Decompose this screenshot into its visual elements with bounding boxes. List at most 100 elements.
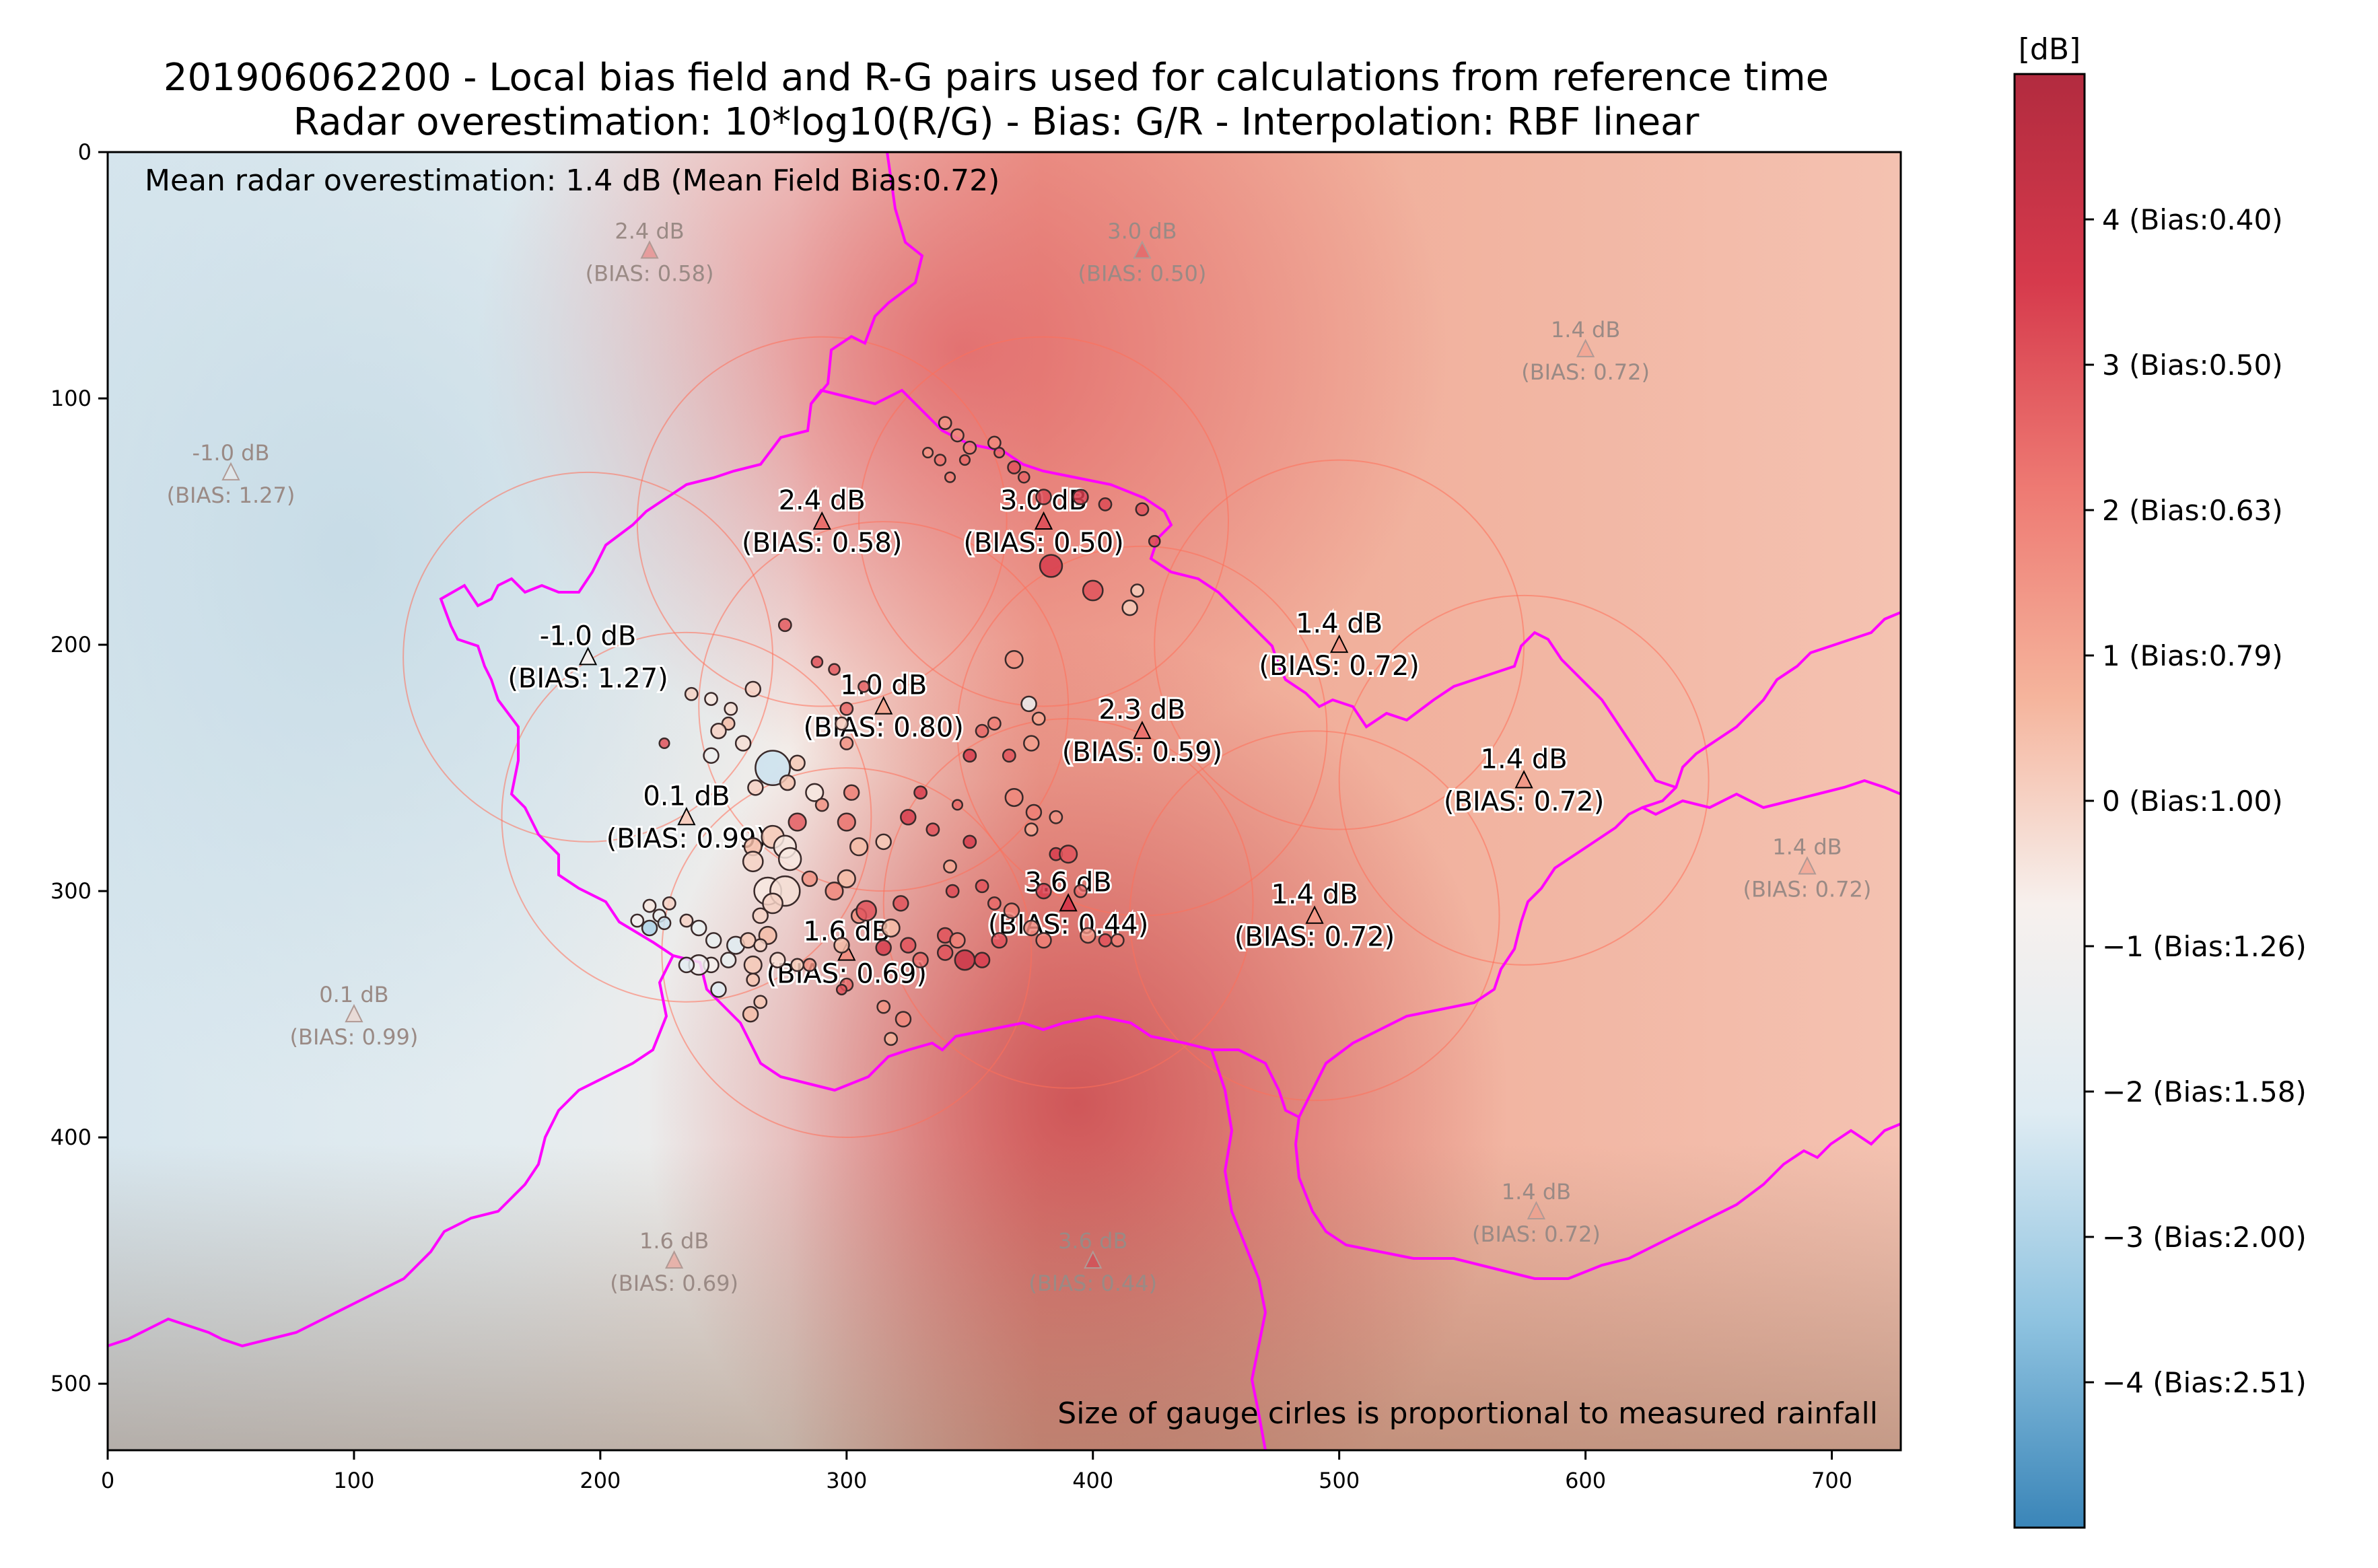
gauge-point: [710, 722, 727, 740]
radar-marker: [1514, 770, 1533, 789]
radar-bias-label: (BIAS: 0.50): [963, 528, 1123, 559]
gauge-point: [1072, 489, 1089, 505]
radar-bias-label: (BIAS: 0.58): [742, 528, 902, 559]
radar-db-label: 3.0 dB: [1107, 218, 1177, 244]
colorbar-bar: [2013, 73, 2086, 1529]
gauge-point: [679, 913, 694, 928]
gauge-point: [691, 919, 707, 937]
gauge-point: [802, 958, 817, 972]
mean-bias-label: Mean radar overestimation: 1.4 dB (Mean …: [145, 164, 1000, 198]
radar-bias-label: (BIAS: 1.27): [508, 663, 668, 694]
gauge-point: [658, 737, 670, 750]
radar-marker: [1330, 634, 1349, 653]
gauge-point: [837, 869, 856, 888]
gauge-point: [724, 701, 738, 716]
y-axis: 0 100 200 300 400 500: [50, 139, 108, 1396]
terrain-shading: [108, 1144, 1901, 1450]
gauge-point: [1059, 845, 1078, 864]
gauge-point: [936, 944, 954, 961]
gauge-point: [789, 754, 806, 771]
gauge-point: [963, 834, 977, 849]
radar-marker: [221, 462, 240, 480]
gauge-point: [1003, 902, 1020, 919]
gauge-points: [630, 416, 1161, 1046]
radar-db-label: 2.4 dB: [615, 218, 684, 244]
gauge-point: [895, 1011, 912, 1028]
country-border-north: [810, 388, 1677, 789]
gauge-point: [993, 446, 1006, 459]
gauge-point: [855, 900, 877, 922]
radar-marker: [1798, 856, 1817, 875]
gauge-point: [810, 655, 824, 668]
gauge-point: [630, 913, 645, 928]
country-border-east: [1642, 779, 1901, 816]
x-tick-label: 700: [1811, 1468, 1852, 1493]
gauge-point: [740, 932, 757, 949]
colorbar: [dB] 4 (Bias:0.40) 3 (Bias:0.50) 2 (Bias:0…: [2013, 32, 2307, 1529]
bias-cold-west: [108, 152, 821, 1104]
gauge-point: [900, 937, 917, 954]
gauge-point: [828, 663, 841, 676]
country-border-main: [439, 152, 1901, 1119]
gauge-point: [1121, 599, 1138, 616]
radar-bias-label: (BIAS: 0.80): [803, 713, 963, 744]
radar-db-label: 1.4 dB: [1551, 317, 1620, 343]
radar-marker: [578, 647, 598, 666]
gauge-point: [678, 956, 695, 974]
gauge-point: [1039, 554, 1063, 578]
influence-circle: [1129, 730, 1500, 1102]
gauge-point: [835, 716, 849, 731]
radar-db-label: 1.4 dB: [1502, 1179, 1571, 1205]
gauge-point: [1130, 583, 1145, 598]
gauge-point: [753, 938, 768, 953]
gauge-point: [1035, 489, 1052, 505]
gauge-point: [1007, 460, 1022, 474]
gauge-point: [777, 618, 792, 633]
colorbar-tick-label: −3 (Bias:2.00): [2102, 1221, 2307, 1254]
gauge-point: [684, 686, 699, 701]
footnote: Size of gauge cirles is proportional to …: [1057, 1396, 1878, 1431]
colorbar-tick-label: −4 (Bias:2.51): [2102, 1366, 2307, 1399]
gauge-point: [805, 783, 825, 802]
radar-bias-label: (BIAS: 0.58): [586, 260, 714, 286]
gauge-point: [753, 995, 768, 1009]
gauge-point: [1025, 804, 1043, 821]
colorbar-label: [dB]: [2019, 32, 2080, 67]
gauge-point: [991, 932, 1008, 949]
gauge-point: [1031, 711, 1046, 726]
gauge-point: [950, 428, 965, 443]
x-tick-label: 500: [1319, 1468, 1360, 1493]
radar-db-label: 1.4 dB: [1772, 834, 1842, 859]
radar-marker: [677, 807, 696, 826]
radar-marker: [1034, 511, 1053, 530]
gauge-point: [755, 750, 791, 786]
chart-title-line2: Radar overestimation: 10*log10(R/G) - Bi…: [293, 100, 1700, 144]
x-tick-label: 300: [826, 1468, 867, 1493]
gauge-point: [662, 896, 676, 911]
gauge-point: [949, 932, 966, 949]
radar-db-label: -1.0 dB: [540, 620, 637, 651]
colorbar-tick-label: 4 (Bias:0.40): [2102, 203, 2283, 236]
radar-bias-label: (BIAS: 0.72): [1259, 651, 1419, 682]
radar-marker: [345, 1003, 363, 1023]
gauge-point: [710, 981, 727, 998]
gauge-point: [839, 736, 854, 750]
gauge-point: [893, 895, 909, 912]
radar-bias-label: (BIAS: 0.50): [1078, 260, 1207, 286]
radar-bias-label: (BIAS: 0.72): [1472, 1221, 1601, 1247]
gauge-point: [742, 1005, 759, 1023]
radar-bias-label: (BIAS: 0.72): [1234, 922, 1395, 953]
radar-db-label: 2.3 dB: [1098, 694, 1185, 725]
gauge-point: [1148, 535, 1161, 548]
gauge-point: [925, 822, 940, 836]
radar-db-label: 2.4 dB: [779, 485, 866, 516]
gauge-point: [762, 892, 783, 915]
radar-marker: [1527, 1201, 1546, 1219]
x-tick-label: 600: [1565, 1468, 1606, 1493]
radar-bias-label: (BIAS: 0.72): [1743, 876, 1872, 902]
gauge-point: [858, 680, 870, 693]
x-tick-label: 100: [333, 1468, 374, 1493]
gauge-point: [747, 779, 764, 796]
influence-circle: [882, 717, 1254, 1089]
x-tick-label: 0: [101, 1468, 114, 1493]
